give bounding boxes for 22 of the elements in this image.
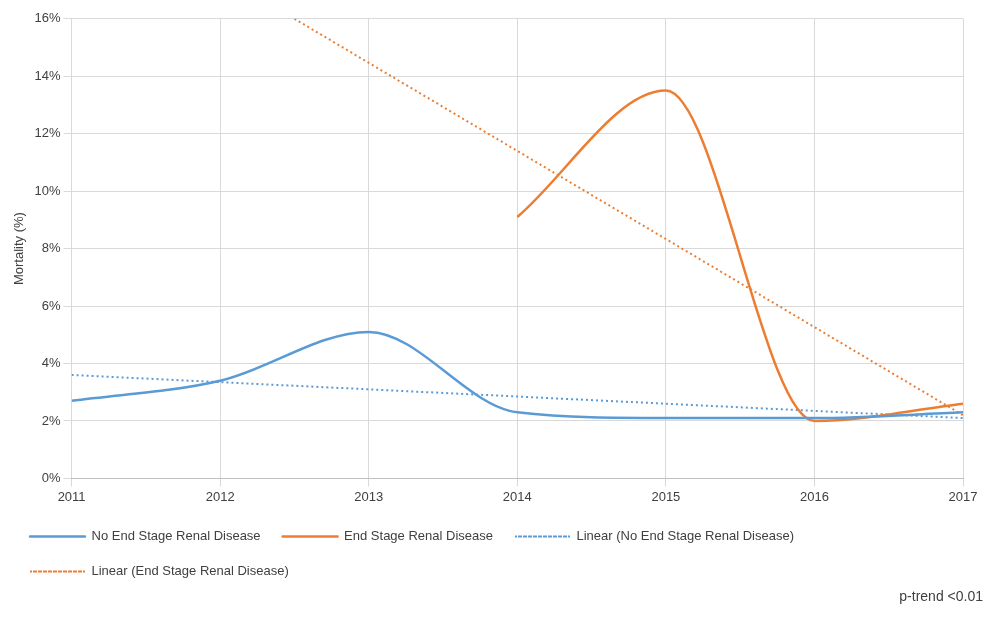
y-tick-label: 8%: [41, 240, 62, 256]
y-tick-label: 12%: [34, 125, 62, 141]
x-tick-label: 2013: [354, 488, 384, 504]
text: p-trend <0.01: [898, 588, 984, 604]
x-tick-label: 2012: [205, 488, 235, 504]
y-tick-label: 0%: [41, 469, 62, 485]
x-tick-label: 2011: [57, 488, 86, 504]
legend-label: Linear (No End Stage Renal Disease): [576, 528, 794, 544]
legend-label: Linear (End Stage Renal Disease): [91, 563, 289, 579]
x-tick-label: 2017: [948, 488, 978, 504]
y-tick-label: 14%: [34, 67, 62, 83]
x-tick-label: 2014: [502, 488, 532, 504]
legend-label: End Stage Renal Disease: [344, 528, 493, 544]
y-tick-label: 16%: [34, 10, 62, 26]
y-tick-label: 4%: [41, 355, 62, 371]
y-tick-label: 2%: [41, 412, 62, 428]
y-tick-label: 10%: [34, 182, 62, 198]
legend-label: No End Stage Renal Disease: [91, 528, 261, 544]
x-tick-label: 2015: [651, 488, 681, 504]
x-tick-label: 2016: [799, 488, 829, 504]
y-tick-label: 6%: [41, 297, 62, 313]
y-axis-title: Mortality (%): [11, 212, 27, 286]
